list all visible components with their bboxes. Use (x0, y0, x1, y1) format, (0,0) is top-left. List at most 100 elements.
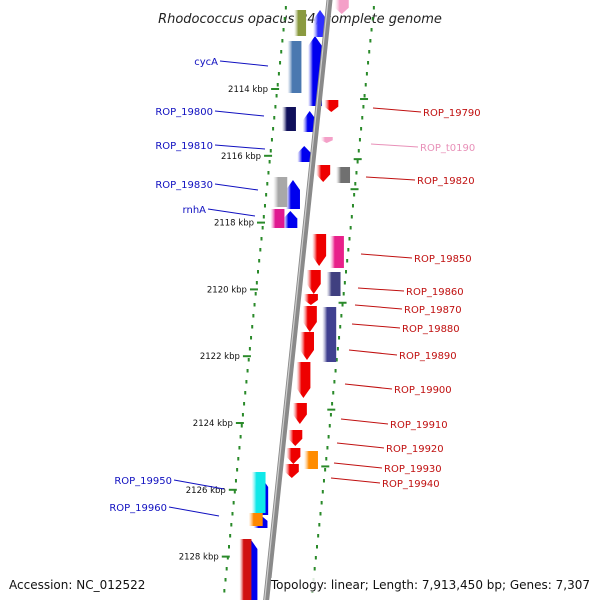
label-leader-line (330, 477, 381, 484)
feature-block (251, 472, 266, 513)
ruler-dot (232, 501, 235, 505)
reverse-gene-arrow (302, 306, 317, 332)
ruler-dot (335, 358, 338, 362)
reverse-gene-arrow (292, 403, 307, 424)
forward-gene-label[interactable]: ROP_19830 (155, 180, 213, 191)
reverse-gene-label[interactable]: ROP_19860 (406, 287, 464, 298)
reverse-gene-arrow (299, 332, 314, 360)
reverse-gene-label[interactable]: ROP_19920 (386, 444, 444, 455)
ruler-dot (282, 28, 285, 32)
ruler-dot (265, 193, 268, 197)
forward-gene-label[interactable]: ROP_19960 (109, 503, 167, 514)
ruler-tick-label: 2122 kbp (200, 352, 240, 362)
ruler-dot (237, 457, 240, 461)
ruler-dot (268, 160, 271, 164)
ruler-dot (351, 204, 354, 208)
ruler-tick-label: 2124 kbp (193, 419, 233, 429)
forward-gene-label[interactable]: cycA (194, 57, 218, 68)
trna-gene-label[interactable]: ROP_t0190 (420, 143, 475, 154)
ruler-dot (224, 578, 227, 582)
ruler-dot (244, 391, 247, 395)
ruler-dot (339, 325, 342, 329)
reverse-gene-arrow (286, 448, 301, 464)
ruler-dot (225, 567, 228, 571)
ruler-dot (262, 215, 265, 219)
ruler-dot (372, 6, 375, 10)
ruler-dot (260, 237, 263, 241)
ruler-dot (251, 325, 254, 329)
feature-tracks (239, 0, 351, 600)
reverse-gene-label[interactable]: ROP_19910 (390, 420, 448, 431)
backbone-highlight (264, 0, 329, 600)
reverse-gene-arrow (303, 294, 318, 305)
ruler-dot (267, 171, 270, 175)
ruler-dot (275, 94, 278, 98)
feature-block (287, 41, 302, 93)
backbone-line (263, 0, 333, 600)
ruler-dot (274, 105, 277, 109)
reverse-gene-arrow (288, 430, 303, 446)
trna-arrow (320, 137, 333, 143)
feature-block (322, 307, 337, 362)
feature-block (273, 177, 288, 207)
ruler-dot (354, 182, 357, 186)
reverse-gene-label[interactable]: ROP_19900 (394, 385, 452, 396)
reverse-gene-label[interactable]: ROP_19940 (382, 479, 440, 490)
ruler-tick-label: 2114 kbp (228, 85, 268, 95)
feature-block (329, 236, 344, 268)
ruler-dot (325, 457, 328, 461)
forward-gene-arrow (283, 211, 298, 228)
ruler-dot (348, 237, 351, 241)
feature-block (303, 451, 318, 469)
forward-gene-label[interactable]: ROP_19810 (155, 141, 213, 152)
ruler-dot (334, 369, 337, 373)
ruler-dot (369, 39, 372, 43)
reverse-gene-label[interactable]: ROP_19870 (404, 305, 462, 316)
label-leader-line (351, 323, 401, 329)
ruler-dot (240, 424, 243, 428)
ruler-dot (370, 28, 373, 32)
ruler-dot (332, 391, 335, 395)
feature-block (294, 10, 307, 36)
reverse-gene-arrow (324, 100, 339, 112)
ruler-dot (338, 336, 341, 340)
ruler-dot (255, 281, 258, 285)
ruler-dot (336, 347, 339, 351)
forward-gene-label[interactable]: ROP_19800 (155, 107, 213, 118)
ruler-dot (331, 402, 334, 406)
reverse-gene-label[interactable]: ROP_19850 (414, 254, 472, 265)
ruler-tick-label: 2128 kbp (179, 553, 219, 563)
feature-block (248, 513, 263, 526)
reverse-gene-label[interactable]: ROP_19790 (423, 108, 481, 119)
ruler-dot (342, 292, 345, 296)
ruler-dot (346, 259, 349, 263)
label-leader-line (344, 383, 393, 390)
ruler-dot (364, 83, 367, 87)
ruler-tick-label: 2126 kbp (186, 486, 226, 496)
ruler-dot (329, 413, 332, 417)
reverse-gene-label[interactable]: ROP_19880 (402, 324, 460, 335)
ruler-dot (238, 446, 241, 450)
forward-gene-label[interactable]: rnhA (183, 205, 207, 216)
label-leader-line (340, 418, 389, 425)
label-leader-line (372, 107, 422, 113)
ruler-dot (231, 512, 234, 516)
reverse-gene-label[interactable]: ROP_19820 (417, 176, 475, 187)
ruler-tick-label: 2118 kbp (214, 219, 254, 229)
ruler-dot (320, 501, 323, 505)
ruler-dot (360, 127, 363, 131)
ruler-dot (341, 303, 344, 307)
feature-block (239, 539, 252, 600)
ruler-dot (263, 204, 266, 208)
label-leader-line (173, 479, 225, 490)
reverse-gene-arrow (312, 234, 327, 266)
forward-gene-label[interactable]: ROP_19950 (114, 476, 172, 487)
ruler-dot (234, 479, 237, 483)
ruler-dot (258, 259, 261, 263)
ruler-dot (313, 567, 316, 571)
reverse-gene-label[interactable]: ROP_19930 (384, 464, 442, 475)
reverse-gene-label[interactable]: ROP_19890 (399, 351, 457, 362)
ruler-dot (230, 523, 233, 527)
label-leader-line (333, 462, 383, 469)
backbone (263, 0, 333, 600)
